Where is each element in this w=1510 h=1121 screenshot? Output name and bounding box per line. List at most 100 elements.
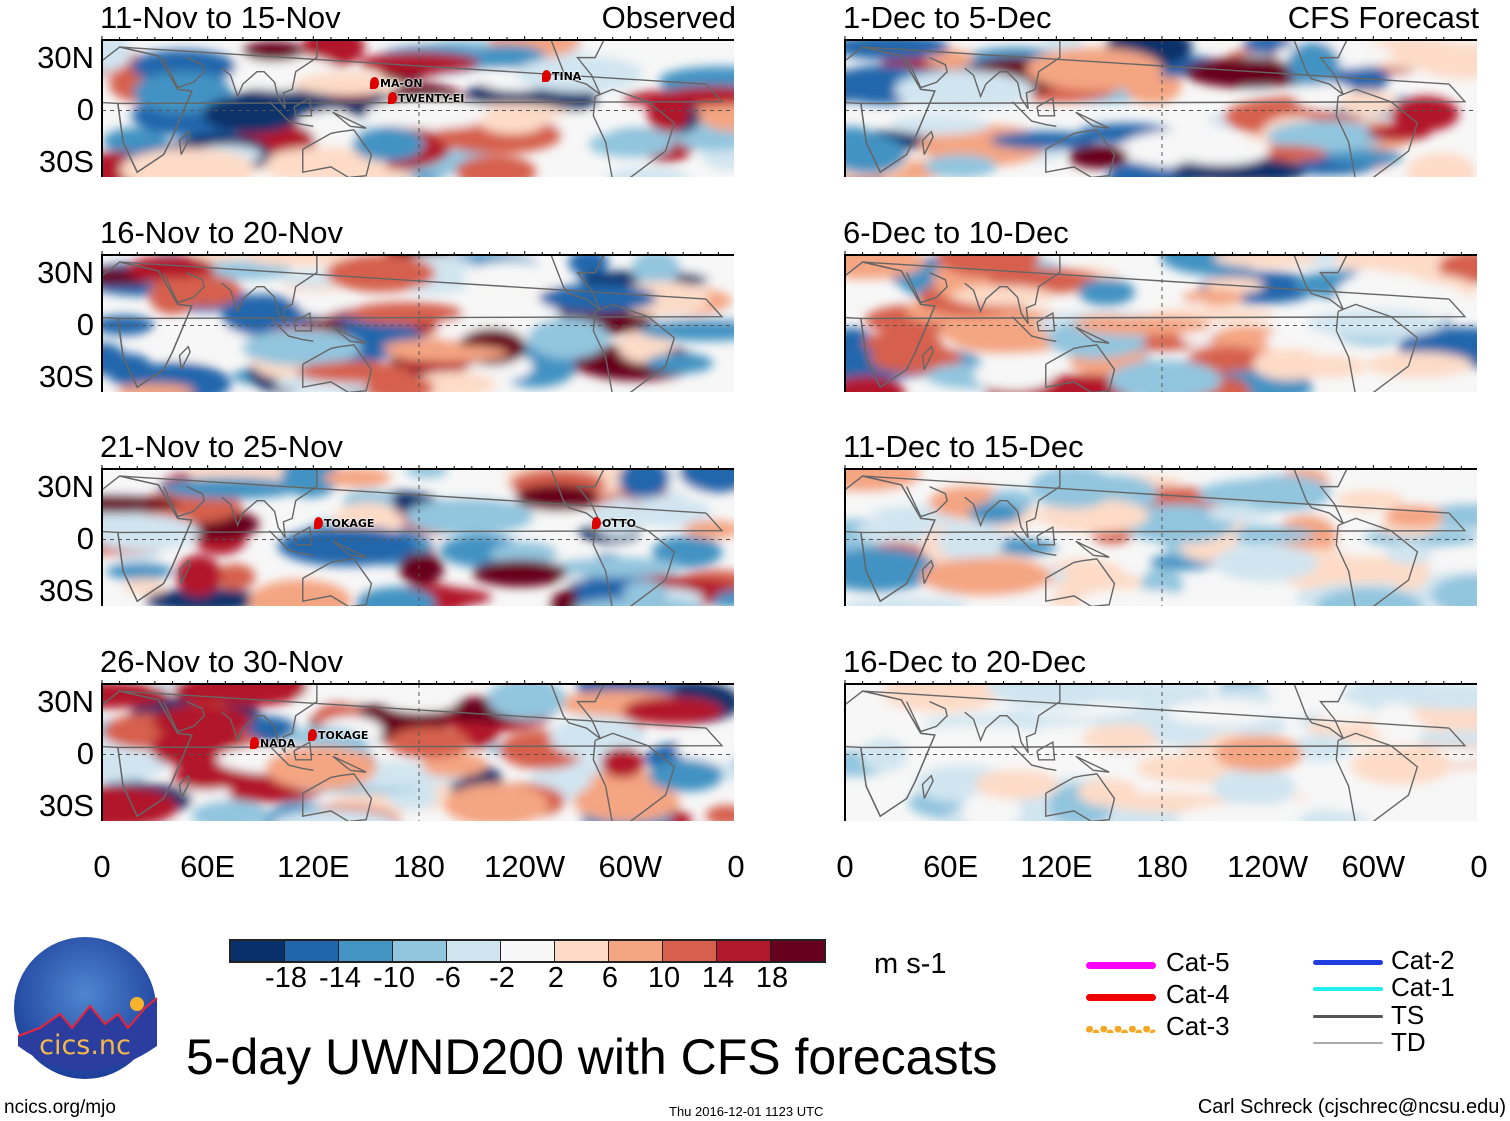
wind-anomaly-contour	[102, 495, 179, 513]
colorbar-swatch	[609, 941, 663, 961]
uwnd-map-panel	[844, 465, 1477, 606]
wind-anomaly-contour	[631, 255, 680, 286]
lon-label: 0	[1470, 849, 1488, 884]
colorbar-units: m s-1	[874, 948, 947, 980]
cyclone-icon	[250, 737, 259, 749]
wind-anomaly-contour	[647, 93, 690, 133]
wind-anomaly-contour	[968, 502, 1023, 524]
colorbar-swatch	[447, 941, 501, 961]
coastline	[1075, 755, 1110, 773]
coastline	[117, 261, 724, 389]
uwnd-map-panel	[844, 36, 1477, 177]
storm-name: TWENTY-EI	[398, 92, 465, 105]
lon-label: 180	[393, 849, 445, 884]
coastline	[293, 97, 313, 117]
coastline	[1036, 97, 1056, 117]
coastline	[592, 732, 676, 821]
colorbar-tick-label: 14	[701, 962, 735, 994]
wind-anomaly-contour	[1349, 269, 1391, 303]
coastline	[302, 773, 373, 821]
coastline	[1293, 40, 1348, 96]
legend-line-cat-2	[1313, 960, 1383, 965]
coastline	[293, 312, 313, 332]
wind-anomaly-contour	[679, 469, 734, 493]
coastline	[906, 271, 948, 304]
legend-line-cat-4	[1086, 994, 1156, 1001]
coastline	[1045, 344, 1116, 392]
colorbar-tick-label: -10	[373, 962, 415, 994]
panel-title: 1-Dec to 5-Dec	[843, 0, 1052, 35]
wind-anomaly-contour	[1387, 684, 1477, 710]
coastline	[550, 255, 605, 311]
colorbar-tick-label: -18	[265, 962, 307, 994]
coastline	[921, 774, 934, 799]
coastline	[1011, 530, 1057, 557]
lon-label: 180	[1136, 849, 1188, 884]
coastline	[1293, 469, 1348, 525]
panel-title: 21-Nov to 25-Nov	[100, 429, 343, 464]
legend-line-cat-3	[1086, 1026, 1156, 1033]
coastline	[921, 345, 934, 370]
legend-label: TS	[1391, 1000, 1425, 1030]
wind-anomaly-contour	[590, 499, 645, 538]
wind-anomaly-contour	[398, 552, 444, 585]
wind-anomaly-contour	[307, 109, 357, 154]
wind-anomaly-contour	[387, 726, 471, 759]
wind-anomaly-contour	[676, 734, 734, 764]
legend-line-cat-1	[1313, 987, 1383, 991]
lat-label: 30N	[37, 469, 94, 504]
wind-anomaly-contour	[1385, 504, 1444, 528]
wind-anomaly-contour	[102, 785, 178, 821]
coastline	[964, 469, 1061, 539]
wind-anomaly-contour	[617, 329, 672, 364]
colorbar-tick-label: 18	[755, 962, 789, 994]
storm-label: TOKAGE	[314, 517, 374, 530]
legend-line-cat-5	[1086, 962, 1156, 969]
wind-anomaly-contour	[919, 557, 1053, 596]
wind-anomaly-contour	[1212, 767, 1297, 807]
wind-anomaly-contour	[588, 131, 674, 158]
coastline	[1045, 129, 1116, 177]
coastline	[221, 255, 318, 325]
legend-label: TD	[1391, 1027, 1426, 1057]
wind-anomaly-contour	[145, 588, 266, 606]
wind-anomaly-contour	[472, 559, 568, 587]
wind-anomaly-contour	[1307, 308, 1444, 339]
storm-name: NADA	[260, 737, 296, 750]
wind-anomaly-contour	[1320, 703, 1372, 724]
footer-url[interactable]: ncics.org/mjo	[4, 1097, 116, 1118]
footer-timestamp: Thu 2016-12-01 1123 UTC	[669, 1104, 824, 1119]
cyclone-icon	[370, 77, 379, 89]
lat-label: 0	[76, 92, 94, 127]
wind-anomaly-contour	[549, 557, 683, 578]
colorbar-tick-label: -6	[435, 962, 461, 994]
wind-anomaly-contour	[622, 580, 667, 604]
wind-anomaly-contour	[1391, 96, 1459, 132]
lon-label: 0	[93, 849, 111, 884]
wind-anomaly-contour	[1336, 490, 1405, 512]
wind-anomaly-contour	[479, 108, 546, 135]
lon-label: 0	[727, 849, 745, 884]
coastline	[163, 700, 205, 733]
coastline	[550, 40, 605, 96]
coastline	[1011, 316, 1057, 343]
panel-title: 11-Nov to 15-Nov	[100, 0, 341, 35]
wind-anomaly-contour	[296, 361, 412, 383]
storm-label: TINA	[542, 70, 581, 83]
wind-anomaly-contour	[993, 684, 1113, 710]
wind-anomaly-contour	[1350, 745, 1452, 785]
lon-label: 0	[836, 849, 854, 884]
coastline	[1293, 684, 1348, 740]
coastline	[1045, 558, 1116, 606]
wind-anomaly-contour	[860, 737, 909, 772]
wind-anomaly-contour	[1176, 804, 1301, 821]
wind-anomaly-contour	[326, 255, 436, 293]
wind-anomaly-contour	[924, 154, 997, 177]
wind-anomaly-contour	[1406, 152, 1476, 177]
wind-anomaly-contour	[646, 353, 714, 374]
lon-label: 60E	[180, 849, 236, 884]
coastline	[221, 40, 318, 110]
coastline	[293, 526, 313, 546]
lat-label: 0	[76, 736, 94, 771]
wind-anomaly-contour	[1213, 255, 1319, 268]
